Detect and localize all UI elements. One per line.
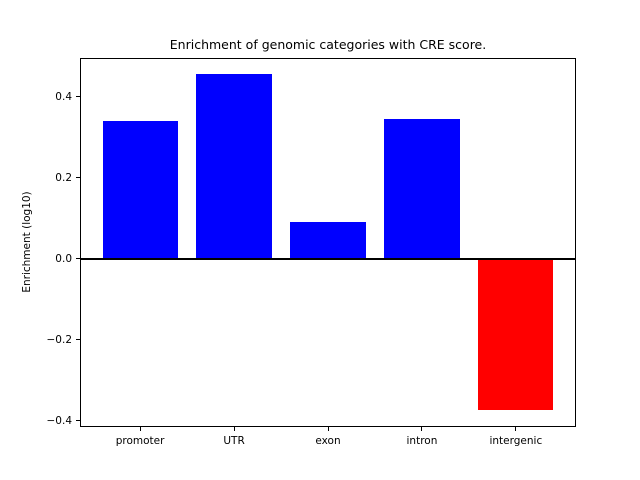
bar-intergenic (478, 258, 554, 411)
y-tick-mark (76, 177, 80, 179)
x-tick-mark (139, 427, 141, 432)
x-tick-label-promoter: promoter (115, 434, 165, 447)
y-tick-label: 0.4 (55, 90, 72, 103)
y-tick-label: −0.4 (46, 414, 73, 427)
y-axis-label: Enrichment (log10) (21, 191, 33, 293)
x-tick-mark (421, 427, 423, 432)
x-tick-mark (233, 427, 235, 432)
y-tick-mark (76, 420, 80, 422)
x-tick-label-intergenic: intergenic (489, 434, 543, 447)
x-tick-mark (327, 427, 329, 432)
x-tick-label-intron: intron (406, 434, 438, 447)
plot-area (80, 57, 576, 428)
bar-UTR (196, 74, 272, 259)
x-tick-mark (515, 427, 517, 432)
y-tick-mark (76, 258, 80, 260)
zero-line (80, 257, 576, 260)
y-tick-label: 0.2 (55, 171, 72, 184)
x-tick-label-UTR: UTR (223, 434, 245, 447)
y-tick-mark (76, 339, 80, 341)
chart-title: Enrichment of genomic categories with CR… (169, 37, 487, 52)
y-tick-label: −0.2 (46, 333, 73, 346)
y-tick-label: 0.0 (55, 252, 72, 265)
x-tick-label-exon: exon (315, 434, 341, 447)
bar-promoter (102, 120, 178, 259)
bar-exon (290, 222, 366, 259)
y-tick-mark (76, 96, 80, 98)
bar-intron (384, 118, 460, 259)
